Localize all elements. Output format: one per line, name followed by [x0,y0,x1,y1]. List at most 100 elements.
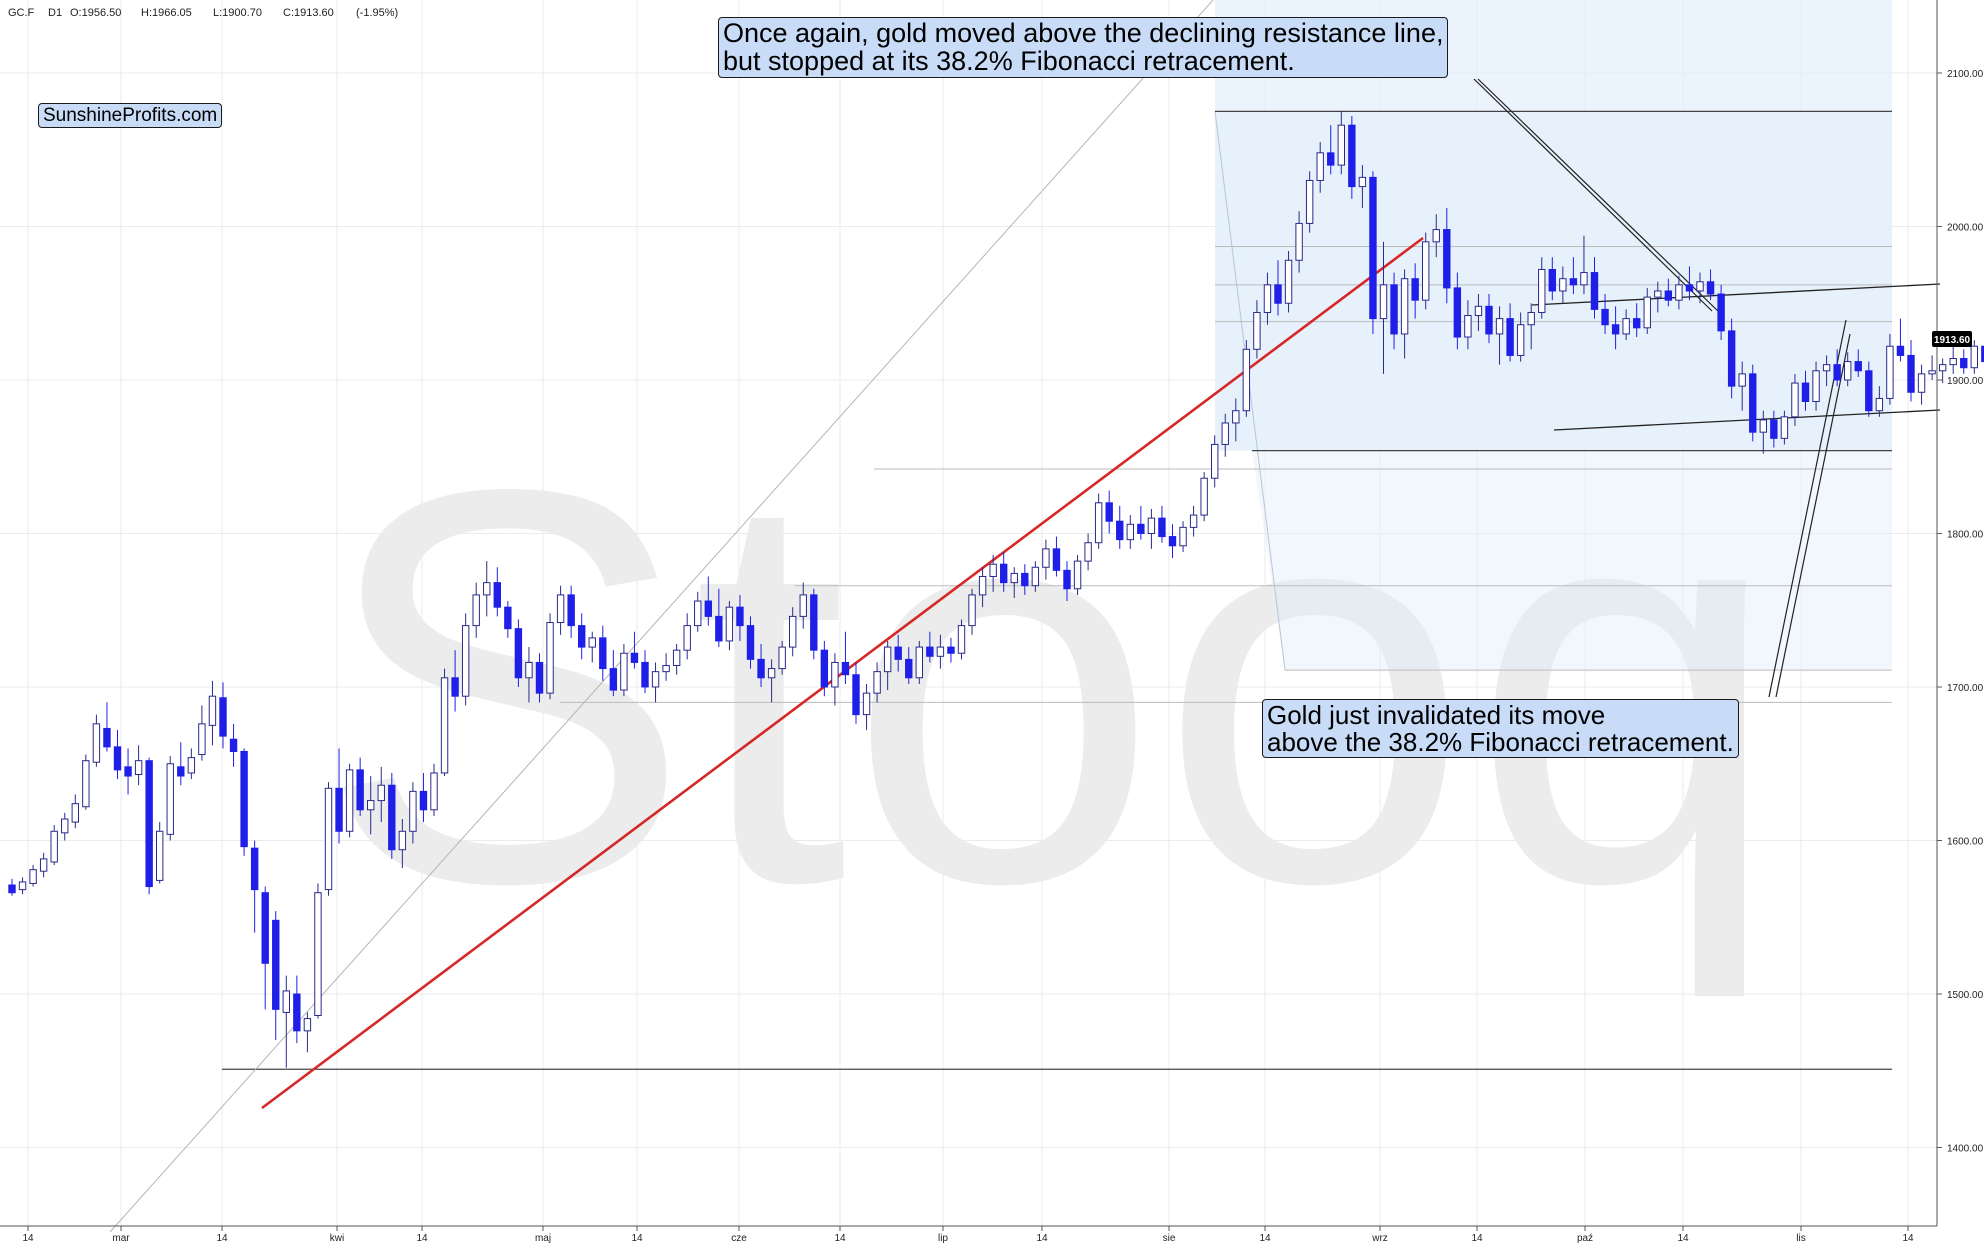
candle-up [71,803,79,823]
candle-up [1379,284,1388,320]
candle-up [1875,397,1884,412]
fib-level-label: 50% [1896,0,1916,3]
candle-down [1907,354,1915,393]
candle-down [1443,229,1451,289]
candle-down [894,646,902,660]
candle-down [947,646,955,654]
candle-down [1611,324,1620,335]
x-tick-label: 14 [631,1233,643,1244]
ohlc-header: GC.F D1 O:1956.50 H:1966.05 L:1900.70 C:… [8,7,398,19]
x-tick-label: 14 [1677,1233,1689,1244]
candle-up [82,760,90,808]
candle-up [156,830,164,881]
candle-up [1221,422,1229,445]
candle-up [1759,419,1767,433]
x-tick-label: 14 [1471,1233,1483,1244]
candle-up [134,760,143,775]
candle-down [1168,536,1177,547]
y-tick-label: 2000.00 [1947,223,1984,234]
fib-level-label: 61.8% [1896,0,1923,3]
watermark-text: Stooq [318,373,1781,1003]
candles [8,111,1984,1068]
candle-up [1527,311,1535,326]
candle-up [1284,259,1293,304]
candle-down [177,766,185,777]
candle-up [1211,443,1219,479]
candle-down [578,625,586,648]
candle-up [1400,278,1409,335]
candle-up [1696,281,1704,292]
candle-down [514,628,523,679]
candle-down [641,661,649,688]
candle-up [409,790,417,832]
candle-down [704,600,712,617]
top-annotation-line1: Once again, gold moved above the declini… [723,18,1444,48]
fib-level-label: 50% [1896,0,1916,3]
candle-up [472,594,480,627]
candle-down [1685,284,1694,292]
bottom-annotation-line2: above the 38.2% Fibonacci retracement. [1267,726,1734,757]
fib-level-label: 0% [1896,0,1910,3]
candle-up [883,646,892,673]
x-tick-label: maj [535,1233,551,1244]
x-tick-label: lis [1796,1233,1805,1244]
candle-up [461,625,470,697]
candle-down [609,668,618,691]
x-tick-label: cze [731,1233,747,1244]
candle-up [1147,517,1156,535]
bottom-annotation: Gold just invalidated its move above the… [1262,699,1739,759]
candle-down [1664,290,1673,301]
candle-down [261,892,269,964]
candle-up [1316,152,1324,181]
candle-down [1411,278,1419,301]
candle-up [694,600,702,627]
candle-up [50,830,58,863]
candle-down [905,658,913,679]
candle-down [1896,345,1905,356]
top-annotation: Once again, gold moved above the declini… [718,17,1449,79]
high-label: H:1966.05 [141,7,192,19]
candle-up [556,594,565,624]
candle-down [1801,382,1810,402]
candle-up [915,646,923,679]
open-label: O:1956.50 [70,7,121,19]
x-tick-label: 14 [216,1233,228,1244]
candle-down [1717,293,1725,332]
candle-up [1559,278,1567,292]
symbol-label: GC.F [8,7,35,19]
candle-up [1970,345,1978,369]
candle-up [187,757,196,774]
candle-up [440,677,449,774]
candle-down [736,606,744,627]
candle-down [1633,318,1641,329]
candle-up [1179,526,1187,547]
x-tick-label: 14 [22,1233,34,1244]
candle-up [1844,361,1852,381]
candle-up [525,661,533,679]
top-callout-pointer-2 [1477,78,1721,314]
candle-down [272,919,280,1010]
candle-up [1928,370,1936,375]
last-price-badge: 1913.60 [1932,331,1972,347]
candle-down [1453,287,1462,338]
candle-up [1538,268,1546,313]
candle-up [1812,370,1820,402]
candle-down [630,652,639,663]
sunshineprofits-label: SunshineProfits.com [43,105,218,126]
candle-down [1348,124,1356,188]
last-price-badge-bg [1932,331,1972,347]
candle-up [1084,542,1092,562]
candle-up [1474,305,1483,317]
candle-up [936,646,945,657]
candle-up [1822,364,1831,372]
candle-down [229,738,238,752]
candle-down [335,787,343,832]
candle-up [767,668,776,679]
candle-up [303,1018,312,1032]
candle-up [862,692,871,716]
candle-down [1833,364,1841,381]
candle-down [124,766,132,777]
candle-down [535,661,544,694]
fib-level-label: 38.2% [1896,0,1923,3]
